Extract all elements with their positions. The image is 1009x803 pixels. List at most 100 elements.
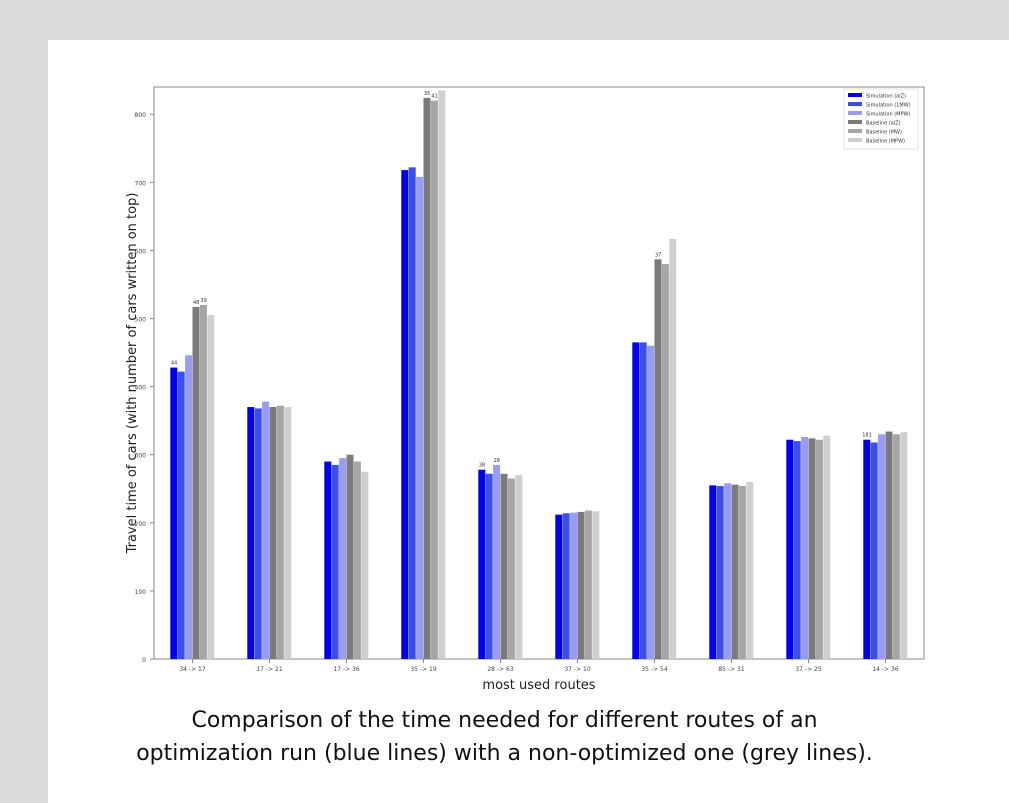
bar-value-label: 35 [424, 91, 430, 97]
bar [507, 478, 515, 659]
bar [339, 458, 347, 659]
bar [870, 442, 878, 659]
y-tick-label: 100 [135, 589, 147, 596]
bar-value-label: 39 [200, 298, 206, 304]
bar [346, 454, 354, 659]
bar-value-label: 48 [193, 300, 199, 306]
bar-value-label: 28 [494, 458, 500, 464]
legend-label: Simulation (alZ) [866, 94, 906, 100]
bar [401, 170, 409, 660]
bar [192, 306, 200, 659]
bar [823, 435, 831, 659]
legend-swatch [848, 120, 862, 124]
bar-value-label: 181 [862, 433, 872, 439]
bar [709, 485, 717, 659]
bar [724, 483, 732, 659]
bar [353, 461, 361, 659]
bar [515, 475, 523, 659]
x-tick-label: 28 -> 63 [487, 666, 513, 673]
bar [416, 176, 424, 659]
legend-swatch [848, 102, 862, 106]
legend-swatch [848, 111, 862, 115]
caption-line-2: optimization run (blue lines) with a non… [136, 741, 873, 766]
bar [430, 100, 438, 660]
bar [500, 473, 508, 659]
legend-swatch [848, 138, 862, 142]
bar [331, 464, 339, 659]
bar [654, 259, 662, 659]
bar [801, 437, 809, 659]
bar [570, 512, 578, 659]
bar [177, 371, 185, 659]
bar [324, 461, 332, 659]
bar-value-label: 37 [655, 252, 661, 258]
y-tick-label: 500 [135, 317, 147, 324]
bar [170, 367, 178, 659]
x-tick-label: 35 -> 19 [410, 666, 436, 673]
bar [423, 97, 431, 659]
x-tick-label: 35 -> 54 [641, 666, 667, 673]
bar [577, 511, 585, 659]
bar [262, 401, 270, 659]
bar [793, 441, 801, 659]
bar [493, 464, 501, 659]
bar-value-label: 41 [431, 94, 437, 100]
bar [815, 439, 823, 659]
x-tick-label: 17 -> 36 [333, 666, 359, 673]
bar [716, 486, 724, 659]
bar [276, 405, 284, 659]
bar [632, 342, 640, 659]
legend-label: Simulation (1MW) [866, 103, 911, 109]
x-tick-label: 85 -> 31 [718, 666, 744, 673]
bar [639, 342, 647, 659]
x-axis: 34 -> 17 17 -> 21 17 -> 36 35 -> 19 28 -> 63… [179, 659, 899, 673]
legend-label: Baseline (MPW) [866, 139, 905, 145]
y-axis: 0 100 200 300 400 500 600 700 800 [135, 112, 154, 664]
bar [647, 345, 655, 659]
bar [254, 408, 262, 659]
bar-value-label: 38 [479, 463, 485, 469]
bar [731, 484, 739, 659]
bar [669, 238, 677, 659]
x-axis-label: most used routes [482, 678, 595, 693]
bar [878, 434, 886, 659]
legend-swatch [848, 93, 862, 97]
y-tick-label: 400 [135, 385, 147, 392]
figure-caption: Comparison of the time needed for differ… [0, 704, 1009, 770]
bar [485, 473, 493, 659]
plot-area [153, 86, 925, 660]
bar [555, 514, 563, 659]
bar-series [170, 90, 908, 660]
bar [284, 407, 292, 659]
bar [247, 407, 255, 659]
x-tick-label: 17 -> 21 [256, 666, 282, 673]
bar [661, 264, 669, 659]
y-tick-label: 300 [135, 453, 147, 460]
bar [562, 513, 570, 659]
bar [786, 439, 794, 659]
legend-label: Baseline (MW) [866, 130, 902, 136]
bar [738, 486, 746, 659]
bar [746, 481, 754, 659]
legend-swatch [848, 129, 862, 133]
bar-value-label: 44 [171, 361, 177, 367]
bar [808, 438, 816, 659]
y-tick-label: 800 [135, 112, 147, 119]
bar [199, 304, 207, 659]
bar [592, 511, 600, 659]
bar [408, 167, 416, 659]
bar [900, 432, 908, 659]
bar [361, 471, 369, 659]
bar [478, 469, 486, 659]
x-tick-label: 37 -> 25 [795, 666, 821, 673]
caption-line-1: Comparison of the time needed for differ… [191, 708, 818, 733]
y-tick-label: 700 [135, 180, 147, 187]
legend-label: Simulation (MPW) [866, 112, 910, 118]
y-axis-label: Travel time of cars (with number of cars… [125, 193, 140, 555]
bar-data-labels: 44 48 39 35 41 38 28 37 181 [171, 91, 872, 469]
bar [185, 355, 193, 659]
y-tick-label: 0 [142, 657, 146, 664]
y-tick-label: 200 [135, 521, 147, 528]
bar [269, 407, 277, 659]
